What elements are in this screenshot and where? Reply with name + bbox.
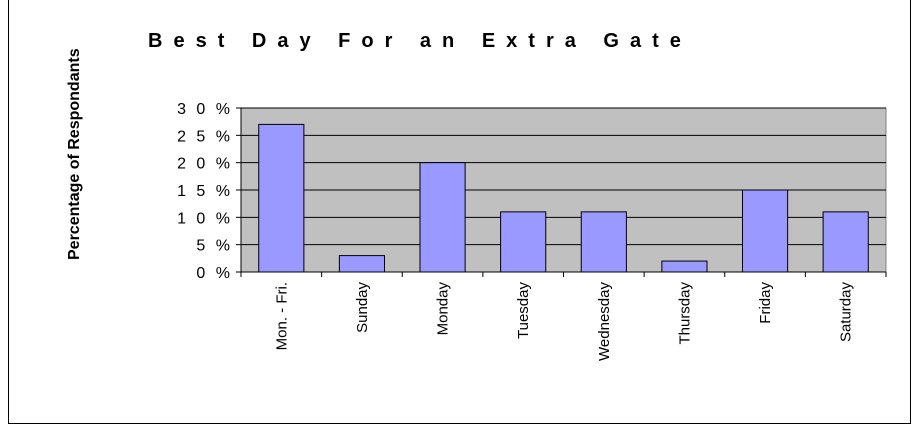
y-tick-label: 5 % [196,238,233,255]
x-axis [240,271,887,277]
y-axis-label: Percentage of Respondants [66,48,83,260]
y-tick-label: 1 5 % [177,183,233,200]
x-tick-label: Mon. - Fri. [273,282,290,350]
x-tick-label: Wednesday [596,282,613,361]
y-tick-label: 2 0 % [177,156,233,173]
bar-saturday [822,211,869,273]
x-tick-label: Thursday [676,282,693,345]
y-tick-label: 1 0 % [177,210,233,227]
bar-thursday [661,260,708,273]
bar-sunday [338,255,386,273]
x-tick-label: Saturday [838,282,855,343]
bar-tuesday [500,211,547,273]
bar-mon-fri [258,123,305,273]
bars [258,123,869,273]
bar-wednesday [580,211,627,273]
x-tick-label: Tuesday [515,282,532,339]
y-tick-label: 3 0 % [177,101,233,118]
x-tick-label: Friday [757,282,774,324]
bar-friday [741,189,789,273]
x-tick-label: Sunday [354,282,371,333]
y-tick-label: 0 % [196,265,233,282]
y-tick-label: 2 5 % [177,128,233,145]
x-tick-label: Monday [435,282,452,336]
y-axis [236,107,242,273]
y-tick-labels: 0 % 5 % 1 0 % 1 5 % 2 0 % 2 5 % 3 0 % [177,101,233,282]
bar-monday [419,162,466,273]
x-tick-labels: Mon. - Fri. Sunday Monday Tuesday Wednesday T… [273,282,854,361]
chart-title: Best Day For an Extra Gate [148,30,692,52]
